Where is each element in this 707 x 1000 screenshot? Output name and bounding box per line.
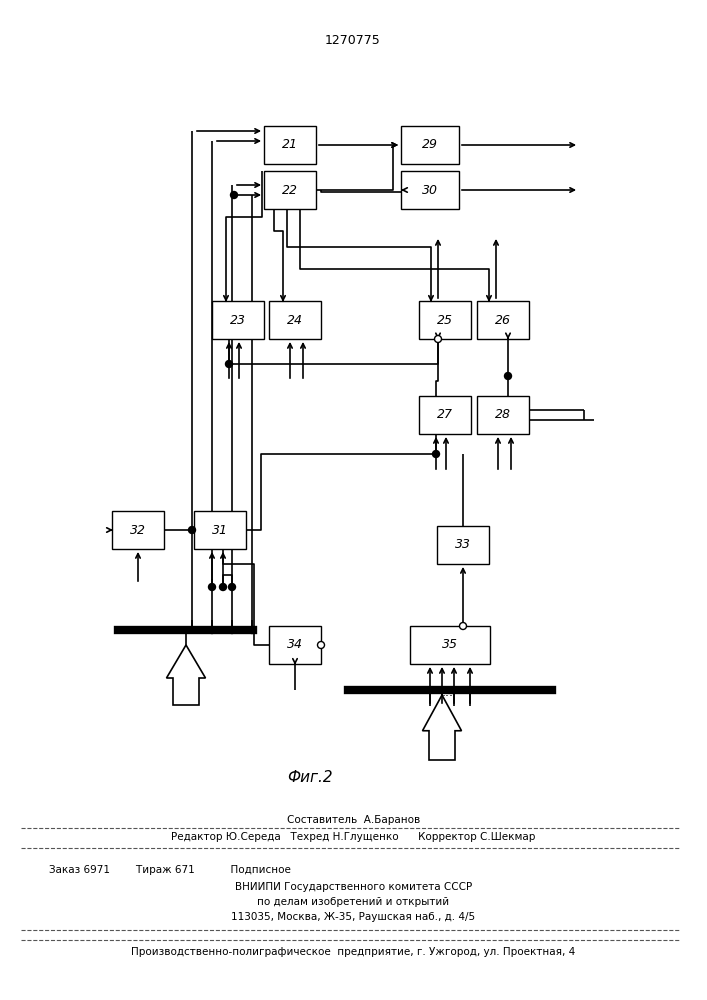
Text: 26: 26 <box>495 314 511 326</box>
Bar <box>112 511 164 549</box>
Circle shape <box>433 450 440 458</box>
Text: 22: 22 <box>282 184 298 196</box>
Text: 24: 24 <box>287 314 303 326</box>
Text: 28: 28 <box>495 408 511 422</box>
Text: по делам изобретений и открытий: по делам изобретений и открытий <box>257 897 450 907</box>
Text: Составитель  А.Баранов: Составитель А.Баранов <box>287 815 420 825</box>
Text: 35: 35 <box>442 639 458 652</box>
Polygon shape <box>423 695 462 760</box>
Text: 27: 27 <box>437 408 453 422</box>
Bar <box>401 126 459 164</box>
Bar <box>264 171 316 209</box>
Circle shape <box>209 584 216 590</box>
Bar <box>419 396 471 434</box>
Circle shape <box>228 626 235 634</box>
Text: 113035, Москва, Ж-35, Раушская наб., д. 4/5: 113035, Москва, Ж-35, Раушская наб., д. … <box>231 912 476 922</box>
Circle shape <box>505 372 511 379</box>
Circle shape <box>460 622 467 630</box>
Text: Заказ 6971        Тираж 671           Подписное: Заказ 6971 Тираж 671 Подписное <box>49 865 291 875</box>
Circle shape <box>317 642 325 648</box>
Bar <box>269 301 321 339</box>
Bar <box>477 396 529 434</box>
Text: Редактор Ю.Середа   Техред Н.Глущенко      Корректор С.Шекмар: Редактор Ю.Середа Техред Н.Глущенко Корр… <box>171 832 536 842</box>
Text: 32: 32 <box>130 524 146 536</box>
Circle shape <box>226 360 233 367</box>
Text: 23: 23 <box>230 314 246 326</box>
Circle shape <box>435 336 441 342</box>
Bar <box>401 171 459 209</box>
Text: 34: 34 <box>287 639 303 652</box>
Bar <box>419 301 471 339</box>
Bar <box>269 626 321 664</box>
Circle shape <box>189 526 196 534</box>
Polygon shape <box>167 645 206 705</box>
Bar <box>410 626 490 664</box>
Circle shape <box>209 626 216 634</box>
Circle shape <box>219 584 226 590</box>
Text: Фиг.2: Фиг.2 <box>287 770 333 786</box>
Text: ВНИИПИ Государственного комитета СССР: ВНИИПИ Государственного комитета СССР <box>235 882 472 892</box>
Text: Производственно-полиграфическое  предприятие, г. Ужгород, ул. Проектная, 4: Производственно-полиграфическое предприя… <box>132 947 575 957</box>
Text: 33: 33 <box>455 538 471 552</box>
Bar <box>477 301 529 339</box>
Text: 25: 25 <box>437 314 453 326</box>
Text: 21: 21 <box>282 138 298 151</box>
Circle shape <box>228 584 235 590</box>
Text: 1270775: 1270775 <box>325 33 381 46</box>
Text: 30: 30 <box>422 184 438 196</box>
Bar <box>212 301 264 339</box>
Bar <box>194 511 246 549</box>
Text: 29: 29 <box>422 138 438 151</box>
Text: 31: 31 <box>212 524 228 536</box>
Bar <box>264 126 316 164</box>
Circle shape <box>230 192 238 198</box>
Circle shape <box>248 626 255 634</box>
Bar <box>437 526 489 564</box>
Text: ...: ... <box>442 686 454 698</box>
